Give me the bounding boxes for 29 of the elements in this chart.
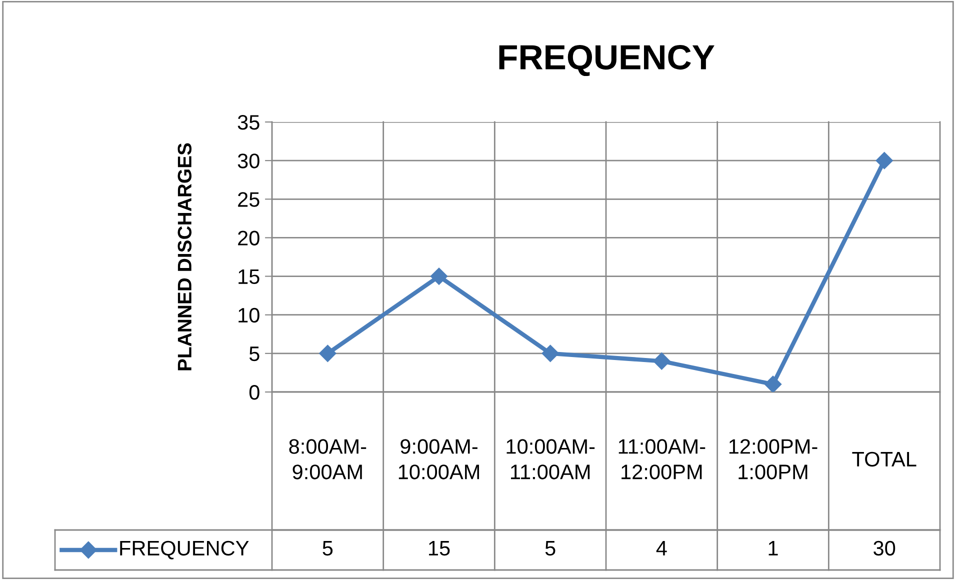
- y-tick-label: 15: [238, 270, 260, 284]
- legend-label: FREQUENCY: [120, 540, 249, 560]
- x-tick-label: 11:00AM-12:00PM: [618, 439, 706, 480]
- data-label: 5: [322, 541, 333, 556]
- data-label: 30: [874, 540, 896, 556]
- x-tick-label: 10:00AM-11:00AM: [506, 439, 595, 480]
- x-tick-label: 12:00PM-1:00PM: [729, 439, 818, 480]
- y-tick-label: 10: [238, 308, 260, 323]
- data-label: 15: [429, 541, 450, 556]
- point: [764, 376, 782, 392]
- y-tick-label: 25: [238, 192, 260, 207]
- x-tick-label: 9:00AM-10:00AM: [398, 439, 479, 480]
- y-tick-label: 5: [249, 346, 260, 362]
- y-tick-label: 35: [238, 115, 260, 130]
- data-label: 5: [545, 541, 556, 556]
- chart-title: FREQUENCY: [499, 44, 714, 76]
- x-tick-label: 8:00AM-9:00AM: [289, 439, 366, 480]
- y-tick-label: 20: [238, 230, 260, 246]
- point: [542, 344, 559, 362]
- data-label: 1: [768, 541, 778, 556]
- y-tick-label: 30: [238, 154, 260, 168]
- point: [876, 152, 893, 170]
- point: [653, 352, 670, 370]
- data-label: 4: [656, 541, 667, 556]
- y-tick-label: 0: [249, 385, 260, 400]
- point: [319, 344, 336, 362]
- x-tick-label: TOTAL: [852, 452, 916, 467]
- point: [430, 268, 448, 285]
- y-axis-title: PLANNED DISCHARGES: [178, 143, 192, 370]
